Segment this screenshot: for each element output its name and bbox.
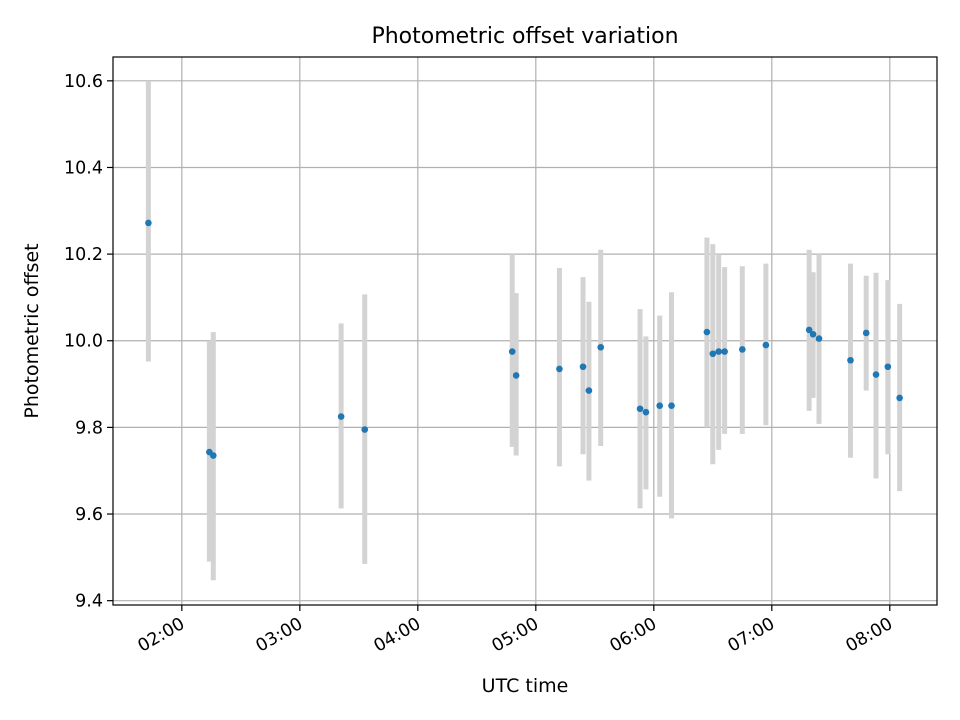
data-point <box>884 363 892 371</box>
data-point <box>145 219 152 227</box>
data-point <box>847 356 854 364</box>
data-point <box>668 402 675 410</box>
y-tick-label: 9.8 <box>75 418 103 438</box>
data-point <box>585 387 593 394</box>
data-point <box>762 341 770 349</box>
data-point <box>715 348 723 355</box>
data-point <box>642 408 650 416</box>
data-point <box>512 372 520 379</box>
data-point <box>508 348 516 355</box>
data-point <box>815 335 823 342</box>
data-point <box>721 348 728 355</box>
data-point <box>809 330 817 338</box>
data-point <box>805 326 813 334</box>
data-point <box>361 426 369 433</box>
data-point <box>597 343 605 351</box>
data-point <box>896 394 903 402</box>
data-point <box>862 329 870 337</box>
data-point <box>209 452 217 459</box>
data-point <box>739 346 746 353</box>
y-tick-label: 9.4 <box>75 592 103 612</box>
plot-frame <box>112 56 938 606</box>
y-tick-label: 10.4 <box>64 158 103 178</box>
data-point <box>636 405 644 413</box>
y-tick-label: 9.6 <box>75 505 103 525</box>
data-point <box>337 413 345 420</box>
chart-title: Photometric offset variation <box>371 24 678 49</box>
y-tick-label: 10.2 <box>64 245 103 265</box>
y-axis-label: Photometric offset <box>21 243 43 418</box>
x-axis-label: UTC time <box>482 675 569 697</box>
data-point <box>703 328 711 336</box>
data-point <box>656 402 664 410</box>
data-point <box>579 363 587 371</box>
data-point <box>709 350 717 358</box>
data-points <box>145 219 903 459</box>
y-tick-label: 10.6 <box>64 72 103 92</box>
y-tick-label: 10.0 <box>64 332 103 352</box>
data-point <box>872 371 880 378</box>
data-point <box>556 365 563 373</box>
